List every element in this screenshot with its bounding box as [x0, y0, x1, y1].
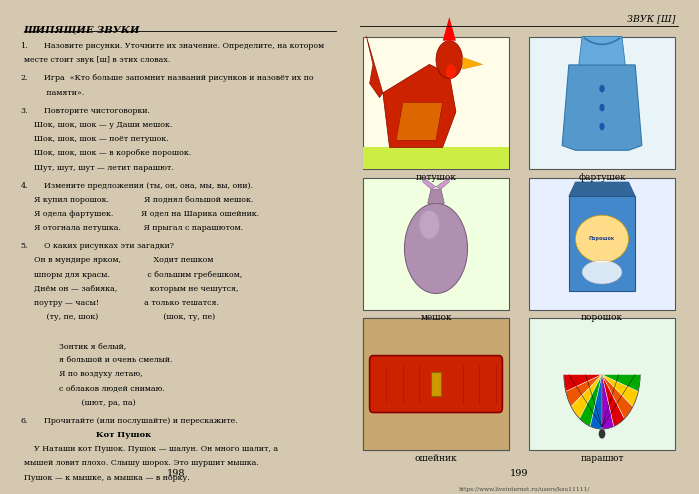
Wedge shape — [590, 374, 602, 429]
Polygon shape — [436, 177, 449, 189]
Text: месте стоит звук [ш] в этих словах.: месте стоит звук [ш] в этих словах. — [24, 56, 170, 64]
Text: парашют: парашют — [580, 454, 624, 463]
Text: Кот Пушок: Кот Пушок — [24, 431, 151, 439]
Text: мышей ловит плохо. Слышу шорох. Это шуршит мышка.: мышей ловит плохо. Слышу шорох. Это шурш… — [24, 459, 259, 467]
Text: Шок, шок, шок — у Даши мешок.: Шок, шок, шок — у Даши мешок. — [24, 121, 172, 129]
Text: https://www.liveinternet.ru/users/ksu11111/: https://www.liveinternet.ru/users/ksu111… — [459, 487, 590, 492]
Circle shape — [598, 429, 605, 439]
Polygon shape — [383, 64, 456, 147]
Ellipse shape — [582, 260, 622, 284]
Polygon shape — [396, 102, 442, 140]
Circle shape — [446, 64, 456, 79]
Text: 4.: 4. — [20, 182, 28, 190]
Text: Зонтик я белый,: Зонтик я белый, — [24, 342, 126, 350]
Text: Повторите чистоговорки.: Повторите чистоговорки. — [43, 107, 150, 115]
FancyBboxPatch shape — [363, 147, 509, 169]
Circle shape — [599, 123, 605, 130]
Ellipse shape — [575, 215, 628, 263]
Wedge shape — [564, 374, 602, 391]
Text: ШИПЯЩИЕ ЗВУКИ: ШИПЯЩИЕ ЗВУКИ — [24, 25, 140, 34]
Text: ошейник: ошейник — [415, 454, 457, 463]
Text: 5.: 5. — [20, 242, 28, 250]
FancyBboxPatch shape — [529, 318, 675, 450]
Circle shape — [599, 104, 605, 111]
FancyBboxPatch shape — [363, 178, 509, 310]
Text: Я купил порошок.              Я поднял большой мешок.: Я купил порошок. Я поднял большой мешок. — [24, 196, 253, 204]
Circle shape — [436, 41, 463, 79]
Text: Игра  «Кто больше запомнит названий рисунков и назовёт их по: Игра «Кто больше запомнит названий рисун… — [43, 75, 313, 82]
Text: Днём он — забияка,             которым не чешутся,: Днём он — забияка, которым не чешутся, — [24, 285, 238, 293]
Wedge shape — [602, 374, 638, 407]
Text: ЗВУК [Ш]: ЗВУК [Ш] — [626, 14, 675, 23]
Text: 3.: 3. — [20, 107, 28, 115]
Text: фартушек: фартушек — [578, 172, 626, 181]
Text: Шут, шут, шут — летит парашют.: Шут, шут, шут — летит парашют. — [24, 164, 173, 171]
Wedge shape — [571, 374, 602, 419]
Text: Шок, шок, шок — поёт петушок.: Шок, шок, шок — поёт петушок. — [24, 135, 168, 143]
Wedge shape — [602, 374, 614, 429]
Circle shape — [419, 210, 440, 239]
Text: (ту, пе, шок)                          (шок, ту, пе): (ту, пе, шок) (шок, ту, пе) — [24, 313, 215, 322]
Text: памяти».: памяти». — [24, 88, 84, 97]
Polygon shape — [463, 57, 482, 69]
Text: У Наташи кот Пушок. Пушок — шалун. Он много шалит, а: У Наташи кот Пушок. Пушок — шалун. Он мн… — [24, 445, 278, 453]
Polygon shape — [442, 17, 456, 41]
FancyBboxPatch shape — [569, 196, 635, 291]
Text: порошок: порошок — [581, 313, 623, 323]
Text: я большой и очень смелый.: я большой и очень смелый. — [24, 356, 172, 364]
Text: Пушок — к мышке, а мышка — в норку.: Пушок — к мышке, а мышка — в норку. — [24, 474, 189, 482]
FancyBboxPatch shape — [529, 178, 675, 310]
Polygon shape — [579, 37, 625, 65]
Text: Я по воздуху летаю,: Я по воздуху летаю, — [24, 370, 143, 378]
Polygon shape — [423, 177, 436, 189]
Text: петушок: петушок — [416, 172, 456, 181]
Text: Порошок: Порошок — [589, 237, 615, 242]
Text: 1.: 1. — [20, 42, 28, 50]
FancyBboxPatch shape — [370, 356, 503, 412]
Text: мешок: мешок — [420, 313, 452, 323]
Polygon shape — [569, 182, 635, 196]
Text: шпоры для красы.               с большим гребешком,: шпоры для красы. с большим гребешком, — [24, 271, 242, 279]
Wedge shape — [602, 374, 640, 391]
Text: Я отогнала петушка.         Я прыгал с парашютом.: Я отогнала петушка. Я прыгал с парашютом… — [24, 224, 243, 232]
Text: (шют, ра, па): (шют, ра, па) — [24, 399, 136, 407]
Text: 2.: 2. — [20, 75, 28, 82]
Text: поутру — часы!                  а только тешатся.: поутру — часы! а только тешатся. — [24, 299, 219, 307]
Circle shape — [599, 85, 605, 92]
FancyBboxPatch shape — [363, 318, 509, 450]
FancyBboxPatch shape — [431, 372, 441, 396]
Text: с облаков людей снимаю.: с облаков людей снимаю. — [24, 384, 165, 393]
Wedge shape — [602, 374, 633, 419]
Text: 199: 199 — [510, 469, 528, 478]
Text: Он в мундире ярком,             Ходит пешком: Он в мундире ярком, Ходит пешком — [24, 256, 213, 264]
Text: Шок, шок, шок — в коробке порошок.: Шок, шок, шок — в коробке порошок. — [24, 149, 191, 157]
Text: 6.: 6. — [20, 417, 28, 425]
Text: О каких рисунках эти загадки?: О каких рисунках эти загадки? — [43, 242, 173, 250]
Wedge shape — [565, 374, 602, 407]
Text: Я одела фартушек.           Я одел на Шарика ошейник.: Я одела фартушек. Я одел на Шарика ошейн… — [24, 210, 259, 218]
Wedge shape — [602, 374, 624, 426]
Text: Измените предложения (ты, он, она, мы, вы, они).: Измените предложения (ты, он, она, мы, в… — [43, 182, 253, 190]
Polygon shape — [562, 65, 642, 150]
Text: Прочитайте (или послушайте) и перескажите.: Прочитайте (или послушайте) и перескажит… — [43, 417, 238, 425]
Text: Назовите рисунки. Уточните их значение. Определите, на котором: Назовите рисунки. Уточните их значение. … — [43, 42, 324, 50]
Wedge shape — [579, 374, 602, 426]
Text: 198: 198 — [167, 469, 186, 478]
FancyBboxPatch shape — [363, 37, 509, 169]
Polygon shape — [428, 189, 445, 204]
Circle shape — [405, 204, 468, 293]
FancyBboxPatch shape — [529, 37, 675, 169]
Polygon shape — [366, 36, 383, 98]
FancyBboxPatch shape — [363, 318, 509, 450]
